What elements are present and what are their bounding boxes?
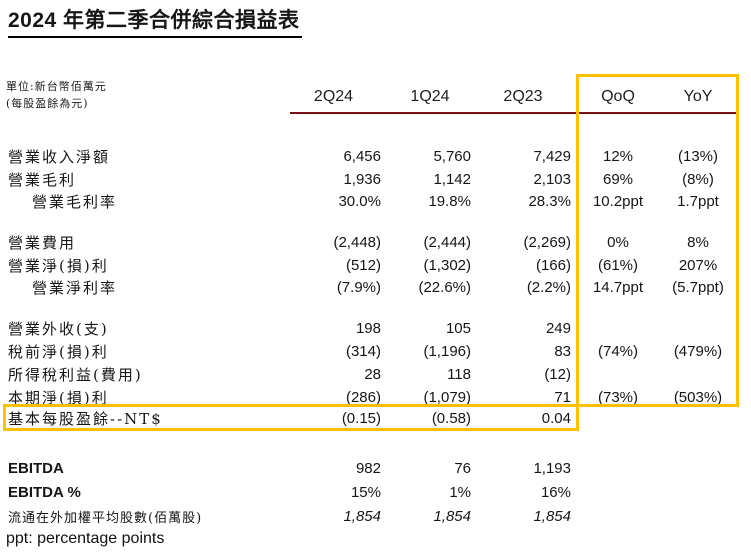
cell-2q24: (512) (345, 257, 381, 274)
table-row-income-tax: 所得稅利益(費用) 28 118 (12) (0, 364, 740, 385)
cell-qoq: 10.2ppt (592, 193, 644, 210)
column-header-qoq: QoQ (601, 87, 635, 105)
cell-1q24: 1,854 (433, 508, 471, 525)
cell-1q24: (22.6%) (418, 279, 471, 296)
cell-2q23: 16% (540, 484, 571, 501)
cell-1q24: 5,760 (433, 148, 471, 165)
cell-qoq: (61%) (597, 257, 638, 274)
cell-qoq: (73%) (597, 389, 638, 406)
ppt-footnote: ppt: percentage points (6, 530, 165, 547)
table-row-gross-margin: 營業毛利率 30.0% 19.8% 28.3% 10.2ppt 1.7ppt (0, 191, 740, 212)
cell-2q24: 30.0% (338, 193, 381, 210)
cell-yoy: 1.7ppt (677, 193, 719, 210)
cell-2q24: 6,456 (343, 148, 381, 165)
unit-note-line1: 單位:新台幣佰萬元 (6, 80, 107, 93)
table-row-operating-margin: 營業淨利率 (7.9%) (22.6%) (2.2%) 14.7ppt (5.7… (0, 277, 740, 298)
row-label: 所得稅利益(費用) (8, 366, 143, 384)
page-title: 2024 年第二季合併綜合損益表 (8, 4, 302, 38)
table-header-row: 2Q24 1Q24 2Q23 QoQ YoY (0, 86, 740, 107)
row-label: EBITDA (8, 460, 64, 477)
cell-2q23: 71 (554, 389, 571, 406)
row-label: 基本每股盈餘--NT$ (8, 410, 163, 428)
cell-qoq: 69% (602, 171, 634, 188)
table-row-weighted-shares: 流通在外加權平均股數(佰萬股) 1,854 1,854 1,854 (0, 506, 740, 527)
cell-2q24: (286) (345, 389, 381, 406)
cell-1q24: 76 (454, 460, 471, 477)
table-row-operating-income: 營業淨(損)利 (512) (1,302) (166) (61%) 207% (0, 255, 740, 276)
row-label: 營業費用 (8, 234, 77, 252)
column-header-2q23: 2Q23 (503, 87, 543, 105)
table-row-operating-expenses: 營業費用 (2,448) (2,444) (2,269) 0% 8% (0, 232, 740, 253)
cell-2q23: 249 (545, 320, 571, 337)
cell-qoq: (74%) (597, 343, 638, 360)
cell-yoy: (503%) (673, 389, 723, 406)
cell-2q23: 28.3% (528, 193, 571, 210)
cell-2q23: (2,269) (523, 234, 571, 251)
cell-2q24: 1,854 (343, 508, 381, 525)
cell-2q24: (7.9%) (336, 279, 381, 296)
cell-2q24: 15% (350, 484, 381, 501)
header-underline-rule (290, 112, 738, 114)
cell-2q23: (12) (544, 366, 571, 383)
row-label: 營業毛利率 (32, 193, 118, 211)
cell-1q24: 19.8% (428, 193, 471, 210)
cell-2q24: (2,448) (333, 234, 381, 251)
cell-2q23: (2.2%) (526, 279, 571, 296)
table-row-ebitda: EBITDA 982 76 1,193 (0, 458, 740, 479)
cell-2q23: (166) (535, 257, 571, 274)
cell-1q24: 118 (447, 366, 471, 383)
cell-1q24: 105 (445, 320, 471, 337)
cell-2q24: 28 (364, 366, 381, 383)
cell-yoy: 207% (678, 257, 718, 274)
table-row-basic-eps: 基本每股盈餘--NT$ (0.15) (0.58) 0.04 (0, 408, 740, 429)
row-label: 本期淨(損)利 (8, 389, 109, 407)
cell-2q23: 83 (554, 343, 571, 360)
table-row-pretax-income: 稅前淨(損)利 (314) (1,196) 83 (74%) (479%) (0, 341, 740, 362)
cell-qoq: 14.7ppt (592, 279, 644, 296)
cell-2q24: (314) (345, 343, 381, 360)
row-label: 營業毛利 (8, 171, 77, 189)
cell-yoy: (479%) (673, 343, 723, 360)
cell-2q24: (0.15) (341, 410, 381, 427)
unit-note: 單位:新台幣佰萬元 (每股盈餘為元) (6, 78, 107, 112)
row-label: 營業淨(損)利 (8, 257, 109, 275)
cell-yoy: 8% (687, 234, 709, 251)
cell-2q24: 982 (355, 460, 381, 477)
row-label: 流通在外加權平均股數(佰萬股) (8, 511, 203, 526)
cell-yoy: (13%) (677, 148, 718, 165)
row-label: EBITDA % (8, 484, 81, 501)
row-label: 營業淨利率 (32, 279, 118, 297)
cell-yoy: (5.7ppt) (672, 279, 724, 296)
cell-2q23: 7,429 (533, 148, 571, 165)
column-header-1q24: 1Q24 (410, 87, 450, 105)
column-header-yoy: YoY (683, 87, 713, 105)
cell-1q24: (1,079) (423, 389, 471, 406)
table-row-gross-profit: 營業毛利 1,936 1,142 2,103 69% (8%) (0, 169, 740, 190)
unit-note-line2: (每股盈餘為元) (6, 97, 89, 110)
cell-1q24: (1,302) (423, 257, 471, 274)
cell-1q24: (1,196) (423, 343, 471, 360)
cell-2q23: 1,193 (533, 460, 571, 477)
table-row-net-revenue: 營業收入淨額 6,456 5,760 7,429 12% (13%) (0, 146, 740, 167)
cell-1q24: 1,142 (433, 171, 471, 188)
row-label: 營業外收(支) (8, 320, 109, 338)
cell-2q23: 0.04 (541, 410, 571, 427)
cell-qoq: 12% (602, 148, 634, 165)
cell-qoq: 0% (607, 234, 629, 251)
table-row-net-income: 本期淨(損)利 (286) (1,079) 71 (73%) (503%) (0, 387, 740, 408)
row-label: 營業收入淨額 (8, 148, 111, 166)
column-header-2q24: 2Q24 (313, 87, 354, 105)
cell-2q24: 198 (355, 320, 381, 337)
cell-yoy: (8%) (682, 171, 714, 188)
cell-1q24: 1% (449, 484, 471, 501)
cell-2q24: 1,936 (343, 171, 381, 188)
table-row-non-operating: 營業外收(支) 198 105 249 (0, 318, 740, 339)
cell-2q23: 1,854 (533, 508, 571, 525)
table-row-ebitda-pct: EBITDA % 15% 1% 16% (0, 482, 740, 503)
cell-2q23: 2,103 (533, 171, 571, 188)
cell-1q24: (2,444) (423, 234, 471, 251)
row-label: 稅前淨(損)利 (8, 343, 109, 361)
cell-1q24: (0.58) (431, 410, 471, 427)
